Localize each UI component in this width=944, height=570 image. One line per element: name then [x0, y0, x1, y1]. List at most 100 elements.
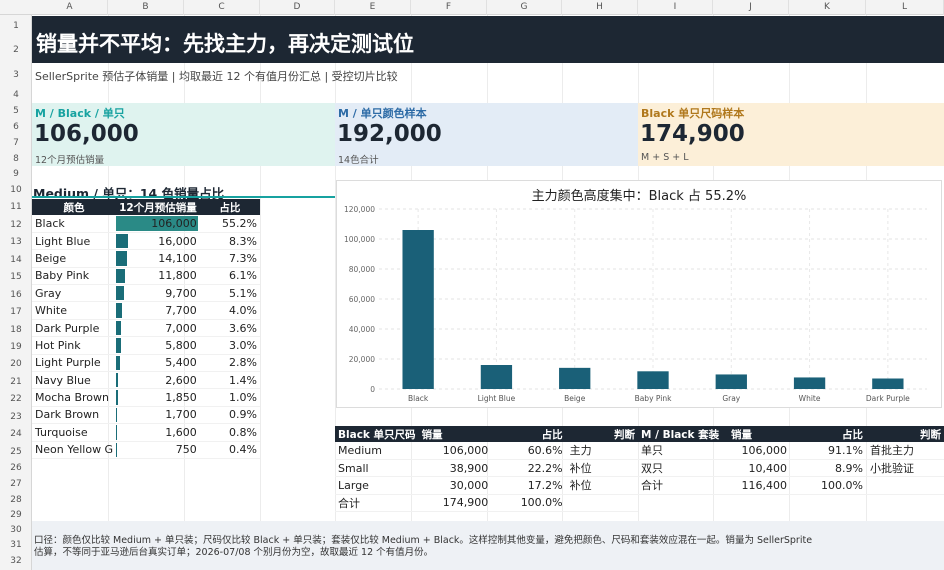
verdict-cell[interactable]: 首批主力	[866, 442, 944, 460]
share-cell[interactable]: 3.6%	[199, 319, 260, 338]
verdict-cell[interactable]: 小批验证	[866, 459, 944, 478]
sales-databar-cell[interactable]: 11,800	[116, 267, 200, 286]
label-cell[interactable]: 合计	[335, 494, 419, 513]
column-header-K[interactable]: K	[789, 0, 866, 15]
sales-databar-cell[interactable]: 16,000	[116, 232, 200, 251]
color-name-cell[interactable]: Mocha Brown	[32, 388, 117, 407]
sales-cell[interactable]: 106,000	[728, 442, 790, 460]
column-header-E[interactable]: E	[335, 0, 411, 15]
column-header-L[interactable]: L	[866, 0, 944, 15]
row-header-10[interactable]: 10	[10, 185, 22, 195]
row-header-27[interactable]: 27	[10, 479, 22, 489]
row-header-28[interactable]: 28	[10, 495, 22, 505]
row-header-3[interactable]: 3	[13, 70, 19, 80]
share-cell[interactable]: 60.6%	[491, 442, 566, 460]
share-cell[interactable]: 100.0%	[491, 494, 566, 513]
row-header-7[interactable]: 7	[13, 138, 19, 148]
row-header-21[interactable]: 21	[10, 377, 22, 387]
share-cell[interactable]: 91.1%	[790, 442, 866, 460]
share-cell[interactable]: 100.0%	[790, 476, 866, 495]
verdict-cell[interactable]: 补位	[565, 459, 638, 478]
sales-cell[interactable]: 106,000	[418, 442, 492, 460]
sales-cell[interactable]: 174,900	[418, 494, 492, 513]
color-name-cell[interactable]: Hot Pink	[32, 336, 117, 355]
share-cell[interactable]: 1.4%	[199, 371, 260, 390]
share-cell[interactable]: 2.8%	[199, 354, 260, 373]
row-header-12[interactable]: 12	[10, 220, 22, 230]
sales-databar-cell[interactable]: 2,600	[116, 371, 200, 390]
label-cell[interactable]: 合计	[638, 476, 728, 495]
column-header-B[interactable]: B	[108, 0, 184, 15]
column-header-F[interactable]: F	[411, 0, 487, 15]
label-cell[interactable]: Large	[335, 476, 419, 495]
color-name-cell[interactable]: Baby Pink	[32, 267, 117, 286]
row-header-22[interactable]: 22	[10, 394, 22, 404]
color-name-cell[interactable]: Gray	[32, 284, 117, 303]
row-header-29[interactable]: 29	[10, 510, 22, 520]
sales-cell[interactable]: 116,400	[728, 476, 790, 495]
color-name-cell[interactable]: Neon Yellow G	[32, 441, 117, 459]
column-header-G[interactable]: G	[487, 0, 562, 15]
share-cell[interactable]: 3.0%	[199, 336, 260, 355]
sales-cell[interactable]: 38,900	[418, 459, 492, 478]
row-header-1[interactable]: 1	[13, 21, 19, 31]
row-header-9[interactable]: 9	[13, 169, 19, 179]
sales-databar-cell[interactable]: 9,700	[116, 284, 200, 303]
row-header-5[interactable]: 5	[13, 106, 19, 116]
share-cell[interactable]: 17.2%	[491, 476, 566, 495]
label-cell[interactable]: Medium	[335, 442, 419, 460]
sales-databar-cell[interactable]: 1,850	[116, 388, 200, 407]
color-name-cell[interactable]: Dark Purple	[32, 319, 117, 338]
verdict-cell[interactable]	[565, 494, 638, 513]
verdict-cell[interactable]: 补位	[565, 476, 638, 495]
row-header-15[interactable]: 15	[10, 272, 22, 282]
row-header-4[interactable]: 4	[13, 90, 19, 100]
row-header-20[interactable]: 20	[10, 359, 22, 369]
column-header-J[interactable]: J	[713, 0, 789, 15]
column-header-A[interactable]: A	[32, 0, 108, 15]
column-header-H[interactable]: H	[562, 0, 638, 15]
verdict-cell[interactable]: 主力	[565, 442, 638, 460]
share-cell[interactable]: 0.9%	[199, 406, 260, 425]
color-name-cell[interactable]: White	[32, 301, 117, 320]
color-name-cell[interactable]: Turquoise	[32, 423, 117, 442]
share-cell[interactable]: 0.8%	[199, 423, 260, 442]
row-header-23[interactable]: 23	[10, 412, 22, 422]
share-cell[interactable]: 4.0%	[199, 301, 260, 320]
sales-databar-cell[interactable]: 1,700	[116, 406, 200, 425]
row-header-31[interactable]: 31	[10, 540, 22, 550]
color-name-cell[interactable]: Dark Brown	[32, 406, 117, 425]
column-header-I[interactable]: I	[638, 0, 713, 15]
row-header-8[interactable]: 8	[13, 154, 19, 164]
label-cell[interactable]: Small	[335, 459, 419, 478]
sales-cell[interactable]: 10,400	[728, 459, 790, 478]
row-header-11[interactable]: 11	[10, 202, 22, 212]
share-cell[interactable]: 0.4%	[199, 441, 260, 459]
sales-databar-cell[interactable]: 5,800	[116, 336, 200, 355]
row-header-16[interactable]: 16	[10, 290, 22, 300]
row-header-14[interactable]: 14	[10, 255, 22, 265]
column-header-C[interactable]: C	[184, 0, 260, 15]
column-header-D[interactable]: D	[260, 0, 335, 15]
label-cell[interactable]: 单只	[638, 442, 728, 460]
sales-databar-cell[interactable]: 106,000	[116, 215, 200, 233]
share-cell[interactable]: 5.1%	[199, 284, 260, 303]
share-cell[interactable]: 1.0%	[199, 388, 260, 407]
row-header-32[interactable]: 32	[10, 556, 22, 566]
verdict-cell[interactable]	[866, 476, 944, 495]
sales-databar-cell[interactable]: 750	[116, 441, 200, 459]
share-cell[interactable]: 22.2%	[491, 459, 566, 478]
sales-databar-cell[interactable]: 5,400	[116, 354, 200, 373]
sales-databar-cell[interactable]: 14,100	[116, 249, 200, 268]
color-name-cell[interactable]: Light Purple	[32, 354, 117, 373]
row-header-17[interactable]: 17	[10, 307, 22, 317]
row-header-26[interactable]: 26	[10, 463, 22, 473]
share-cell[interactable]: 55.2%	[199, 215, 260, 233]
sales-databar-cell[interactable]: 7,700	[116, 301, 200, 320]
share-cell[interactable]: 8.3%	[199, 232, 260, 251]
row-header-25[interactable]: 25	[10, 447, 22, 457]
label-cell[interactable]: 双只	[638, 459, 728, 478]
row-header-19[interactable]: 19	[10, 342, 22, 352]
row-header-18[interactable]: 18	[10, 325, 22, 335]
sales-databar-cell[interactable]: 1,600	[116, 423, 200, 442]
